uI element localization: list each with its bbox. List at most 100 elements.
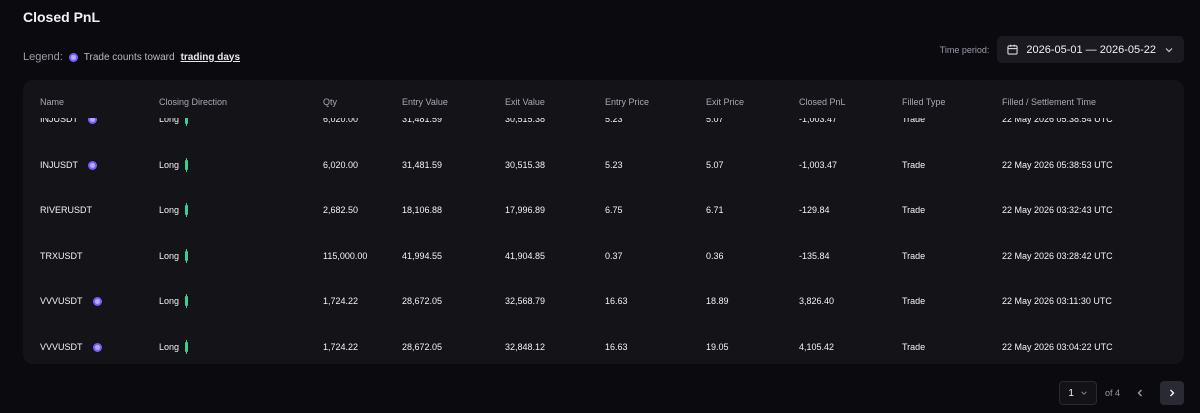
- calendar-icon: [1007, 44, 1018, 55]
- col-closed-pnl-value: -1,003.47: [799, 160, 838, 170]
- col-qty-value: 1,724.22: [323, 296, 359, 306]
- col-qty: 6,020.00: [323, 158, 358, 172]
- trade-badge-icon: [88, 114, 97, 124]
- col-entry-value-value: 31,481.59: [402, 160, 443, 170]
- chevron-left-icon: [1137, 389, 1142, 397]
- col-closed-pnl: -1,003.47: [799, 112, 837, 126]
- col-filled-type-value: Trade: [902, 114, 926, 124]
- table-row[interactable]: RIVERUSDT Long 2,682.50 18,106.88 17,996.89 6…: [23, 203, 1184, 247]
- col-name-value: INJUSDT: [40, 114, 78, 124]
- page-title: Closed PnL: [23, 9, 101, 25]
- table-row[interactable]: VVVUSDT Long 1,724.22 28,672.05 32,568.79 16.…: [23, 294, 1184, 338]
- col-closed-pnl-value: -1,003.47: [799, 114, 838, 124]
- col-entry-price-value: 0.37: [605, 251, 623, 261]
- col-exit-price-value: 5.07: [706, 160, 724, 170]
- col-qty-value: 2,682.50: [323, 205, 359, 215]
- col-qty: 115,000.00: [323, 249, 367, 263]
- closed-pnl-table: INJUSDT Long 6,020.00 31,481.59 30,515.38 5.2…: [23, 80, 1184, 364]
- col-exit-price-value: 18.89: [706, 296, 729, 306]
- col-name: VVVUSDT: [40, 294, 102, 308]
- col-entry-price-value: 5.23: [605, 114, 623, 124]
- table-row[interactable]: INJUSDT Long 6,020.00 31,481.59 30,515.38 5.2…: [23, 112, 1184, 156]
- col-name: VVVUSDT: [40, 340, 102, 354]
- long-candle-icon: [185, 112, 189, 126]
- col-closed-pnl: 4,105.42: [799, 340, 834, 354]
- col-exit-price-value: 5.07: [706, 114, 724, 124]
- header-closed-pnl: Closed PnL: [799, 97, 846, 107]
- long-candle-icon: [185, 203, 189, 217]
- chevron-right-icon: [1170, 389, 1175, 397]
- col-qty-value: 6,020.00: [323, 160, 359, 170]
- col-exit-value-value: 30,515.38: [505, 114, 546, 124]
- col-entry-value-value: 31,481.59: [402, 114, 443, 124]
- col-exit-price: 5.07: [706, 112, 724, 126]
- trade-badge-icon: [92, 342, 102, 352]
- next-page-button[interactable]: [1160, 381, 1184, 405]
- trading-days-link[interactable]: trading days: [180, 51, 241, 63]
- col-direction-value: Long: [159, 114, 180, 124]
- time-period: Time period: 2026-05-01 — 2026-05-22: [940, 36, 1184, 63]
- long-candle-icon: [185, 340, 189, 354]
- header-direction: Closing Direction: [159, 97, 228, 107]
- col-filled-type: Trade: [902, 249, 925, 263]
- col-time: 22 May 2026 03:04:22 UTC: [1002, 340, 1113, 354]
- col-entry-value-value: 28,672.05: [402, 342, 443, 352]
- col-entry-value: 28,672.05: [402, 294, 442, 308]
- col-closed-pnl-value: 4,105.42: [799, 342, 835, 352]
- col-entry-value-value: 18,106.88: [402, 205, 443, 215]
- col-entry-value: 28,672.05: [402, 340, 442, 354]
- col-name: INJUSDT: [40, 158, 97, 172]
- trade-badge-icon: [68, 52, 78, 62]
- table-row[interactable]: VVVUSDT Long 1,724.22 28,672.05 32,848.12 16.…: [23, 340, 1184, 364]
- col-time-value: 22 May 2026 03:28:42 UTC: [1002, 251, 1113, 261]
- col-entry-price: 5.23: [605, 158, 623, 172]
- col-time: 22 May 2026 05:38:53 UTC: [1002, 158, 1113, 172]
- col-exit-value: 32,848.12: [505, 340, 545, 354]
- col-filled-type: Trade: [902, 112, 925, 126]
- col-filled-type: Trade: [902, 158, 925, 172]
- header-filled-type: Filled Type: [902, 97, 946, 107]
- table-header: Name Closing Direction Qty Entry Value Exit …: [23, 80, 1184, 124]
- col-closed-pnl-value: 3,826.40: [799, 296, 835, 306]
- col-time-value: 22 May 2026 03:32:43 UTC: [1002, 205, 1113, 215]
- col-direction: Long: [159, 112, 189, 126]
- col-filled-type: Trade: [902, 340, 925, 354]
- date-range-value: 2026-05-01 — 2026-05-22: [1026, 43, 1156, 56]
- prev-page-button[interactable]: [1128, 381, 1152, 405]
- col-time: 22 May 2026 03:11:30 UTC: [1002, 294, 1112, 308]
- trade-badge-icon: [92, 296, 102, 306]
- col-qty: 2,682.50: [323, 203, 358, 217]
- col-filled-type-value: Trade: [902, 342, 926, 352]
- col-closed-pnl: -1,003.47: [799, 158, 837, 172]
- col-time-value: 22 May 2026 03:04:22 UTC: [1002, 342, 1113, 352]
- col-filled-type-value: Trade: [902, 205, 926, 215]
- col-closed-pnl-value: -129.84: [799, 205, 830, 215]
- legend-label: Legend:: [23, 51, 63, 63]
- col-closed-pnl: -135.84: [799, 249, 830, 263]
- col-name-value: INJUSDT: [40, 160, 78, 170]
- table-row[interactable]: INJUSDT Long 6,020.00 31,481.59 30,515.38 5.2…: [23, 158, 1184, 202]
- chevron-down-icon: [1081, 391, 1087, 395]
- col-time-value: 22 May 2026 03:11:30 UTC: [1002, 296, 1112, 306]
- col-entry-price: 16.63: [605, 294, 628, 308]
- col-entry-value-value: 28,672.05: [402, 296, 443, 306]
- legend-text: Trade counts toward: [83, 51, 175, 63]
- col-exit-value-value: 41,904.85: [505, 251, 546, 261]
- col-exit-price: 18.89: [706, 294, 729, 308]
- page-select[interactable]: 1: [1059, 381, 1097, 405]
- col-exit-value-value: 32,568.79: [505, 296, 546, 306]
- col-direction-value: Long: [159, 342, 180, 352]
- col-entry-value: 31,481.59: [402, 112, 442, 126]
- col-qty-value: 6,020.00: [323, 114, 359, 124]
- col-exit-price: 5.07: [706, 158, 724, 172]
- table-row[interactable]: TRXUSDT Long 115,000.00 41,994.55 41,904.85 0…: [23, 249, 1184, 293]
- header-exit-value: Exit Value: [505, 97, 545, 107]
- col-exit-price: 19.05: [706, 340, 729, 354]
- date-range-picker[interactable]: 2026-05-01 — 2026-05-22: [997, 36, 1184, 63]
- col-entry-price-value: 16.63: [605, 296, 628, 306]
- col-name-value: VVVUSDT: [40, 342, 83, 352]
- long-candle-icon: [185, 158, 189, 172]
- col-direction-value: Long: [159, 205, 180, 215]
- col-direction: Long: [159, 340, 189, 354]
- col-exit-value-value: 17,996.89: [505, 205, 546, 215]
